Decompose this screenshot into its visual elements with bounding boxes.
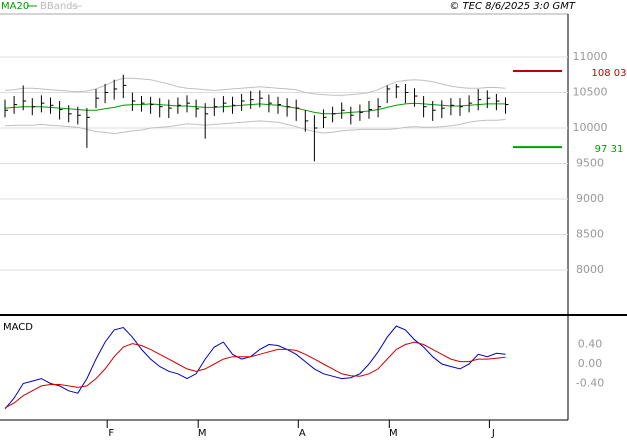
y-tick-label: 10000 xyxy=(573,121,608,134)
x-tick-label: F xyxy=(108,428,114,439)
x-tick-label: A xyxy=(299,428,306,439)
x-tick-label: J xyxy=(491,428,495,439)
legend-bbands: BBands xyxy=(40,1,78,12)
y-tick-label: 9000 xyxy=(576,192,604,205)
series-line xyxy=(4,102,506,115)
series-line xyxy=(4,77,506,96)
level-label: 97 31 xyxy=(595,144,624,155)
legend-ma: MA20 xyxy=(1,1,29,12)
y-tick-label: -0.40 xyxy=(576,377,604,390)
y-tick-label: 8000 xyxy=(576,263,604,276)
credit: © TEC 8/6/2025 3:0 GMT xyxy=(449,1,576,12)
level-label: 108 03 xyxy=(592,68,627,79)
y-tick-label: 10500 xyxy=(573,86,608,99)
y-tick-label: 0.40 xyxy=(578,338,603,351)
x-tick-label: M xyxy=(198,428,207,439)
y-tick-label: 11000 xyxy=(573,50,608,63)
x-tick-label: M xyxy=(389,428,398,439)
macd-line xyxy=(4,325,506,410)
y-tick-label: 8500 xyxy=(576,228,604,241)
series-lower xyxy=(4,119,506,135)
y-tick-label: 9500 xyxy=(576,157,604,170)
macd-line xyxy=(4,341,506,409)
y-tick-label: 0.00 xyxy=(578,357,603,370)
macd-title: MACD xyxy=(3,322,33,333)
